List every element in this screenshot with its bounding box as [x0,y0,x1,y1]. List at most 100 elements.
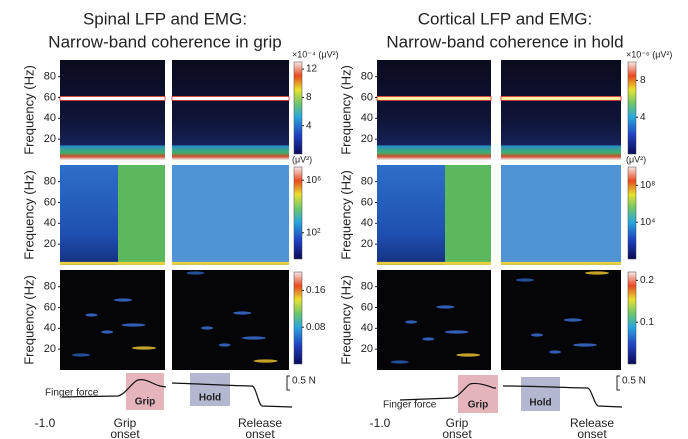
y-tick-label: 40 [361,112,373,124]
y-axis-label: Frequency (Hz) [21,275,36,365]
grip-period [458,375,498,413]
y-axis-label: Frequency (Hz) [338,65,353,155]
scale-label: 0.5 N [292,376,316,387]
y-axis-label: Frequency (Hz) [21,65,36,155]
scale-bar [616,375,620,391]
colorbar-unit: (μV²) [626,154,646,164]
force-label: Finger force [383,400,437,411]
spectrogram [501,165,621,265]
colorbar-tick-label: 0.1 [640,317,654,328]
x-tick-label: onset [442,427,472,439]
coherence-blob [444,330,469,334]
colorbar-tick-label: 8 [640,75,646,86]
spectrogram-band [172,261,289,265]
coherence-map [172,270,289,370]
grip-period [126,373,164,410]
line-noise [376,96,492,101]
force-trace [399,382,623,408]
figure-title: Cortical LFP and EMG: [418,9,592,28]
coherence-blob [186,271,205,275]
y-tick-label: 80 [361,281,373,293]
y-tick-label: 20 [361,238,373,250]
colorbar [293,166,303,260]
coherence-blob [436,305,455,309]
y-tick-label: 20 [361,133,373,145]
hold-label: Hold [199,393,221,404]
line-noise [171,96,290,101]
coherence-blob [585,271,609,275]
y-tick-label: 60 [361,91,373,103]
y-tick-label: 60 [44,301,56,313]
colorbar-unit: ×10⁻⁴ (μV²) [292,49,339,59]
coherence-blob [233,311,252,315]
y-tick-label: 40 [361,217,373,229]
coherence-blob [121,323,146,327]
spectrogram-band [501,145,621,160]
colorbar-tick-label: 10⁶ [306,175,321,186]
spectrogram-band [118,165,165,265]
force-trace [61,379,293,408]
x-tick-label: Grip [114,416,137,430]
y-axis-label: Frequency (Hz) [338,275,353,365]
colorbar-tick-label: 4 [640,112,646,123]
coherence-map [377,270,491,370]
y-tick-label: 60 [44,196,56,208]
y-tick-label: 80 [44,71,56,83]
coherence-blob [218,343,231,347]
spectrogram-band [60,261,165,265]
spectrogram-band [445,165,491,265]
line-noise [500,96,622,101]
colorbar-tick-label: 10⁸ [640,180,655,191]
coherence-blob [72,353,90,357]
x-tick-label: -1.0 [35,416,56,430]
scale-bar [286,375,290,391]
y-tick-label: 20 [44,133,56,145]
y-tick-label: 20 [361,343,373,355]
y-tick-label: 40 [44,322,56,334]
colorbar-tick-label: 10⁴ [640,217,655,228]
spectrogram [377,60,491,160]
coherence-blob [531,333,543,337]
colorbar-unit: (μV²) [292,154,312,164]
colorbar [627,61,637,155]
colorbar-tick-label: 12 [306,64,318,75]
colorbar-tick-label: 10² [306,227,321,238]
colorbar-tick-label: 0.16 [306,285,326,296]
colorbar [627,166,637,260]
line-noise [59,96,166,101]
coherence-map [60,270,165,370]
x-tick-label: Release [238,416,282,430]
spectrogram [172,165,289,265]
grip-label: Grip [468,400,489,411]
colorbar [627,271,637,365]
y-tick-label: 80 [44,176,56,188]
coherence-blob [132,346,156,350]
hold-label: Hold [529,398,551,409]
coherence-blob [390,360,409,364]
figure-title: Narrow-band coherence in grip [48,32,281,51]
colorbar [293,271,303,365]
figure-title: Narrow-band coherence in hold [386,32,623,51]
spectrogram [172,60,289,160]
y-tick-label: 40 [361,322,373,334]
hold-period [521,377,560,411]
colorbar-tick-label: 0.2 [640,275,654,286]
hold-period [190,373,230,406]
y-tick-label: 40 [44,112,56,124]
coherence-blob [253,359,278,363]
coherence-blob [405,320,418,324]
spectrogram-band [377,261,491,265]
coherence-blob [516,278,534,282]
colorbar-tick-label: 4 [306,120,312,131]
colorbar-unit: ×10⁻⁶ (μV²) [626,49,672,59]
coherence-blob [201,326,214,330]
coherence-blob [114,298,132,302]
coherence-blob [549,350,561,354]
y-tick-label: 20 [44,238,56,250]
y-axis-label: Frequency (Hz) [338,170,353,260]
x-tick-label: onset [245,427,275,439]
spectrogram [501,60,621,160]
colorbar-tick-label: 0.08 [306,322,326,333]
y-tick-label: 40 [44,217,56,229]
